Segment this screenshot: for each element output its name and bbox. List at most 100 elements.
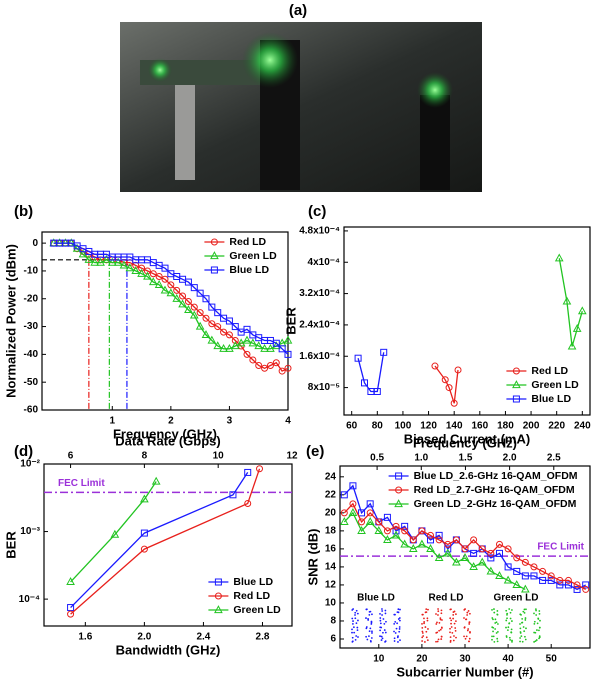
constellation-dot bbox=[453, 635, 455, 637]
data-point bbox=[278, 345, 286, 353]
constellation-dot bbox=[492, 618, 494, 621]
data-point bbox=[460, 553, 470, 562]
constellation-dot bbox=[399, 639, 401, 642]
constellation-dot bbox=[440, 638, 443, 640]
constellation-dot bbox=[437, 614, 439, 616]
data-point bbox=[272, 359, 280, 367]
constellation-dot bbox=[355, 622, 358, 625]
data-point bbox=[208, 303, 216, 311]
constellation-dot bbox=[494, 622, 497, 624]
constellation-dot bbox=[453, 622, 456, 625]
legend-marker bbox=[512, 380, 521, 389]
constellation-dot bbox=[519, 631, 522, 633]
constellation-dot bbox=[493, 640, 496, 643]
data-point bbox=[452, 536, 460, 544]
constellation-dot bbox=[351, 640, 354, 643]
data-point bbox=[248, 338, 258, 347]
data-point bbox=[358, 509, 366, 517]
constellation-dot bbox=[522, 626, 525, 628]
constellation-dot bbox=[393, 622, 396, 625]
data-point bbox=[231, 336, 239, 344]
data-point bbox=[348, 508, 358, 516]
constellation-dot bbox=[357, 636, 359, 638]
legend-label: Green LD bbox=[233, 604, 281, 616]
data-point bbox=[573, 585, 581, 593]
constellation-dot bbox=[520, 635, 523, 637]
constellation-dot bbox=[533, 620, 536, 623]
constellation-dot bbox=[521, 621, 524, 624]
constellation-dot bbox=[354, 614, 356, 616]
constellation-dot bbox=[452, 614, 455, 616]
constellation-dot bbox=[352, 626, 355, 629]
x2-axis-title: Frequency (GHz) bbox=[413, 435, 517, 450]
panel-label: (c) bbox=[308, 203, 326, 220]
constellation-dot bbox=[496, 610, 499, 612]
data-point bbox=[243, 350, 251, 358]
constellation-dot bbox=[425, 636, 428, 639]
data-point bbox=[148, 277, 158, 286]
x2-axis-title: Data Rate (Gbps) bbox=[115, 433, 220, 448]
constellation-dot bbox=[506, 629, 509, 632]
data-point bbox=[435, 531, 443, 539]
data-point bbox=[119, 260, 129, 269]
data-point bbox=[160, 285, 170, 294]
constellation-dot bbox=[437, 610, 440, 613]
data-point bbox=[513, 554, 521, 562]
constellation-dot bbox=[435, 640, 437, 643]
data-point bbox=[195, 321, 205, 330]
constellation-dot bbox=[381, 610, 384, 612]
data-point bbox=[339, 517, 349, 525]
constellation-dot bbox=[468, 612, 471, 615]
panel-label: (b) bbox=[14, 203, 33, 220]
plot-frame bbox=[343, 226, 591, 416]
constellation-dot bbox=[351, 609, 354, 611]
data-point bbox=[504, 563, 512, 571]
data-point bbox=[90, 257, 100, 266]
data-point bbox=[202, 295, 210, 303]
constellation-dot bbox=[524, 635, 526, 638]
data-point bbox=[256, 465, 264, 473]
constellation-dot bbox=[525, 627, 527, 630]
data-point bbox=[189, 310, 199, 319]
data-point bbox=[408, 544, 418, 552]
data-point bbox=[461, 545, 469, 553]
constellation-dot bbox=[510, 631, 513, 634]
data-point bbox=[220, 328, 228, 336]
constellation-dot bbox=[379, 622, 382, 625]
x-tick-label: 1.6 bbox=[78, 632, 92, 643]
series-line bbox=[70, 468, 261, 615]
constellation-dot bbox=[365, 627, 368, 630]
data-point bbox=[231, 323, 239, 331]
data-point bbox=[452, 557, 461, 566]
constellation-dot bbox=[371, 632, 373, 634]
legend-label: Blue LD_2.6-GHz 16-QAM_OFDM bbox=[414, 470, 578, 482]
legend-label: Green LD_2-GHz 16-QAM_OFDM bbox=[414, 498, 577, 510]
constellation-dot bbox=[354, 611, 357, 614]
data-point bbox=[244, 468, 252, 476]
constellation-dot bbox=[397, 608, 400, 611]
constellation-dot bbox=[357, 619, 359, 622]
constellation-dot bbox=[534, 608, 537, 610]
data-point bbox=[242, 335, 252, 344]
x2-tick-label: 6 bbox=[68, 451, 74, 462]
constellation-dot bbox=[351, 631, 353, 634]
data-point bbox=[487, 554, 495, 562]
data-point bbox=[539, 567, 547, 575]
data-point bbox=[166, 288, 176, 297]
data-point bbox=[443, 548, 453, 557]
data-point bbox=[392, 522, 400, 530]
data-point bbox=[225, 331, 233, 339]
constellation-dot bbox=[536, 629, 538, 631]
constellation-dot bbox=[440, 635, 443, 638]
constellation-dot bbox=[355, 635, 358, 637]
constellation-dot bbox=[384, 631, 387, 634]
constellation-dot bbox=[454, 629, 457, 632]
data-point bbox=[383, 535, 392, 543]
photo bbox=[120, 22, 482, 192]
data-point bbox=[278, 367, 286, 375]
constellation-dot bbox=[351, 628, 353, 631]
panel-label: (a) bbox=[289, 2, 307, 19]
x-tick-label: 2 bbox=[168, 416, 174, 427]
constellation-dot bbox=[356, 629, 359, 632]
